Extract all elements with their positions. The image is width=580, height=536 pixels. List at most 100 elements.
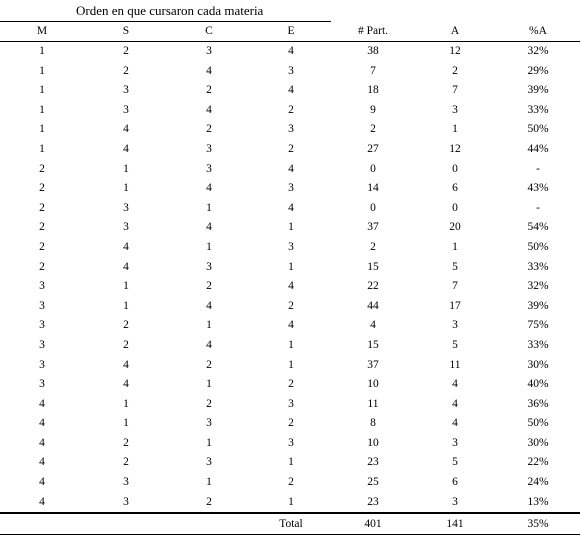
cell-s: 2 — [123, 456, 129, 469]
cell-m: 1 — [39, 84, 45, 97]
cell-e: 2 — [288, 476, 294, 489]
total-participants: 401 — [332, 512, 414, 536]
cell-percent-approved: - — [536, 201, 540, 214]
cell-c: 4 — [206, 103, 212, 116]
cell-approved: 11 — [449, 358, 461, 371]
cell-m: 4 — [39, 476, 45, 489]
cell-approved: 4 — [452, 378, 458, 391]
cell-approved: 5 — [452, 338, 458, 351]
cell-percent-approved: 33% — [527, 103, 549, 116]
cell-percent-approved: 36% — [527, 397, 549, 410]
cell-e: 2 — [288, 378, 294, 391]
cell-m: 3 — [39, 299, 45, 312]
cell-approved: 7 — [452, 84, 458, 97]
cell-participants: 18 — [367, 84, 379, 97]
table-row: 1 2 4 3 7 2 29% — [0, 62, 580, 82]
cell-m: 4 — [39, 397, 45, 410]
cell-s: 2 — [123, 436, 129, 449]
cell-c: 4 — [206, 338, 212, 351]
cell-c: 2 — [206, 84, 212, 97]
cell-c: 1 — [206, 476, 212, 489]
cell-c: 1 — [206, 436, 212, 449]
cell-percent-approved: 29% — [527, 64, 549, 77]
cell-approved: 12 — [449, 142, 461, 155]
table-row: 3 1 4 2 44 17 39% — [0, 297, 580, 317]
cell-m: 1 — [39, 64, 45, 77]
cell-c: 4 — [206, 299, 212, 312]
cell-m: 3 — [39, 280, 45, 293]
cell-e: 4 — [288, 201, 294, 214]
table-row: 3 1 2 4 22 7 32% — [0, 277, 580, 297]
table-row: 2 4 1 3 2 1 50% — [0, 238, 580, 258]
cell-e: 4 — [288, 280, 294, 293]
cell-e: 4 — [288, 162, 294, 175]
cell-approved: 0 — [452, 162, 458, 175]
cell-percent-approved: 43% — [527, 182, 549, 195]
table-row: 4 2 1 3 10 3 30% — [0, 434, 580, 454]
column-group-title: Orden en que cursaron cada materia — [76, 3, 264, 18]
cell-approved: 1 — [452, 123, 458, 136]
cell-participants: 25 — [367, 476, 379, 489]
cell-s: 1 — [123, 182, 129, 195]
cell-m: 2 — [39, 240, 45, 253]
cell-percent-approved: 30% — [527, 358, 549, 371]
cell-s: 1 — [123, 280, 129, 293]
table-body: 1 2 3 4 38 12 32% 1 2 4 3 7 2 29% 1 3 2 4 18 7 39% 1 3 4 2 9 3 33% 1… — [0, 42, 580, 514]
cell-m: 2 — [39, 221, 45, 234]
cell-e: 2 — [288, 417, 294, 430]
table-row: 3 2 4 1 15 5 33% — [0, 336, 580, 356]
table-row: 4 3 1 2 25 6 24% — [0, 473, 580, 493]
cell-s: 1 — [123, 299, 129, 312]
cell-approved: 0 — [452, 201, 458, 214]
cell-e: 2 — [288, 142, 294, 155]
cell-participants: 10 — [367, 436, 379, 449]
cell-approved: 7 — [452, 280, 458, 293]
cell-approved: 2 — [452, 64, 458, 77]
cell-e: 4 — [288, 84, 294, 97]
total-percent: 35% — [496, 512, 580, 536]
header-e: E — [250, 22, 332, 42]
cell-e: 4 — [288, 319, 294, 332]
table-row: 2 1 4 3 14 6 43% — [0, 179, 580, 199]
cell-s: 3 — [123, 476, 129, 489]
cell-percent-approved: 39% — [527, 84, 549, 97]
cell-s: 4 — [123, 240, 129, 253]
cell-e: 3 — [288, 123, 294, 136]
total-label: Total — [250, 512, 332, 536]
cell-c: 4 — [206, 182, 212, 195]
cell-e: 1 — [288, 338, 294, 351]
cell-e: 2 — [288, 299, 294, 312]
cell-percent-approved: 32% — [527, 45, 549, 57]
cell-c: 1 — [206, 240, 212, 253]
cell-m: 1 — [39, 45, 45, 57]
cell-c: 3 — [206, 162, 212, 175]
header-m: M — [0, 22, 84, 42]
cell-percent-approved: 24% — [527, 476, 549, 489]
cell-s: 2 — [123, 338, 129, 351]
cell-approved: 5 — [452, 260, 458, 273]
cell-c: 2 — [206, 495, 212, 508]
cell-s: 3 — [123, 103, 129, 116]
cell-participants: 9 — [370, 103, 376, 116]
cell-percent-approved: 33% — [527, 260, 549, 273]
cell-percent-approved: 40% — [527, 378, 549, 391]
cell-c: 2 — [206, 123, 212, 136]
cell-m: 4 — [39, 436, 45, 449]
cell-participants: 27 — [367, 142, 379, 155]
column-group-rule — [0, 21, 331, 22]
cell-e: 4 — [288, 45, 294, 57]
cell-c: 4 — [206, 64, 212, 77]
table-row: 1 4 2 3 2 1 50% — [0, 120, 580, 140]
cell-c: 1 — [206, 201, 212, 214]
cell-c: 3 — [206, 45, 212, 57]
cell-m: 1 — [39, 142, 45, 155]
table-row: 4 1 2 3 11 4 36% — [0, 395, 580, 415]
total-spacer — [84, 512, 168, 536]
cell-s: 4 — [123, 260, 129, 273]
cell-m: 4 — [39, 495, 45, 508]
cell-approved: 17 — [449, 299, 461, 312]
header-row: M S C E # Part. A %A — [0, 22, 580, 42]
table-row: 2 4 3 1 15 5 33% — [0, 258, 580, 278]
cell-percent-approved: 33% — [527, 338, 549, 351]
